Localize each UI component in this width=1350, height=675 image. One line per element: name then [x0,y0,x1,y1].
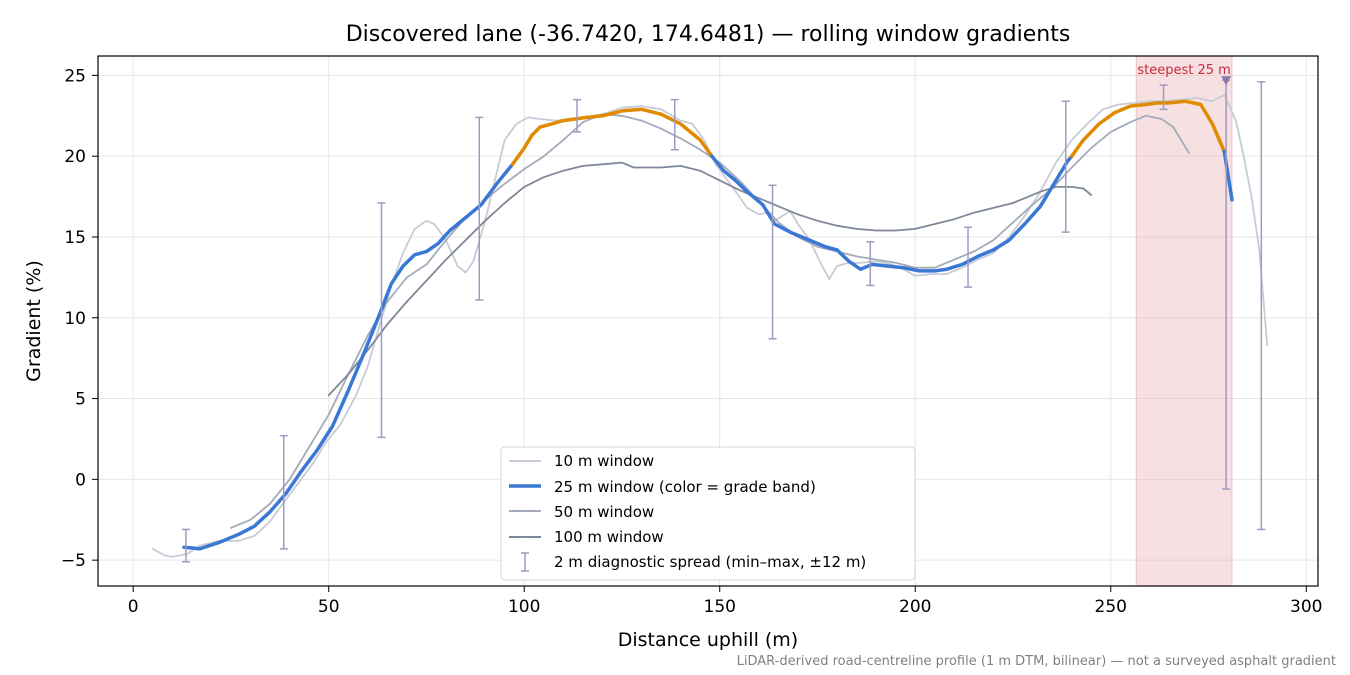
legend-label-10m: 10 m window [554,452,654,470]
steepest-label: steepest 25 m [1137,63,1230,78]
legend-label-50m: 50 m window [554,503,654,521]
y-tick-label-20: 20 [64,147,86,167]
series-line-w25-segment-3 [1069,99,1226,158]
errorbar-1 [279,434,288,550]
series-line-w25-segment-2 [710,154,1074,273]
errorbar-9 [1061,100,1070,233]
x-tick-label-150: 150 [704,597,736,617]
y-tick-label-10: 10 [64,309,86,329]
legend: 10 m window 25 m window (color = grade b… [500,446,916,581]
y-tick-label-0: 0 [75,470,86,490]
legend-label-25m: 25 m window (color = grade band) [554,478,816,496]
errorbar-10 [1159,84,1168,111]
x-tick-label-50: 50 [318,597,340,617]
y-tick-label-5: 5 [75,390,86,410]
legend-label-100m: 100 m window [554,528,664,546]
steepest-annotation: steepest 25 m [1137,63,1232,86]
errorbar-7 [866,241,875,287]
legend-swatch-errorbar [521,552,529,572]
x-tick-label-0: 0 [128,597,139,617]
y-axis-title: Gradient (%) [23,260,45,382]
y-tick-label-25: 25 [64,66,86,86]
errorbar-8 [964,226,973,288]
x-tick-label-250: 250 [1095,597,1127,617]
y-tick-label-15: 15 [64,228,86,248]
y-tick-label--5: −5 [61,551,86,571]
axes [92,55,1319,592]
series-line-w50 [230,113,1190,529]
footnote: LiDAR-derived road-centreline profile (1… [737,654,1336,669]
errorbar-6 [768,184,777,340]
x-tick-label-100: 100 [508,597,540,617]
legend-label-errorbar: 2 m diagnostic spread (min–max, ±12 m) [554,553,866,571]
series-line-w10 [151,93,1269,558]
errorbar-4 [573,98,582,133]
x-axis-title: Distance uphill (m) [618,629,798,651]
steepest-marker [1221,76,1232,86]
x-tick-label-200: 200 [899,597,931,617]
errorbar-3 [475,116,484,301]
errorbar-0 [181,528,190,563]
diagnostic-errorbars [181,79,1266,563]
series-line-w25-segment-0 [182,162,515,551]
errorbar-2 [377,202,386,439]
errorbar-12 [1257,81,1266,531]
x-tick-label-300: 300 [1290,597,1322,617]
chart-title: Discovered lane (-36.7420, 174.6481) — r… [346,22,1071,47]
axes-frame [97,55,1319,587]
legend-box [500,446,916,581]
series-line-w100 [327,161,1093,397]
errorbar-5 [670,98,679,151]
tick-labels: 0 50 100 150 200 250 300 −5 0 5 10 15 20 25 [61,66,1323,617]
